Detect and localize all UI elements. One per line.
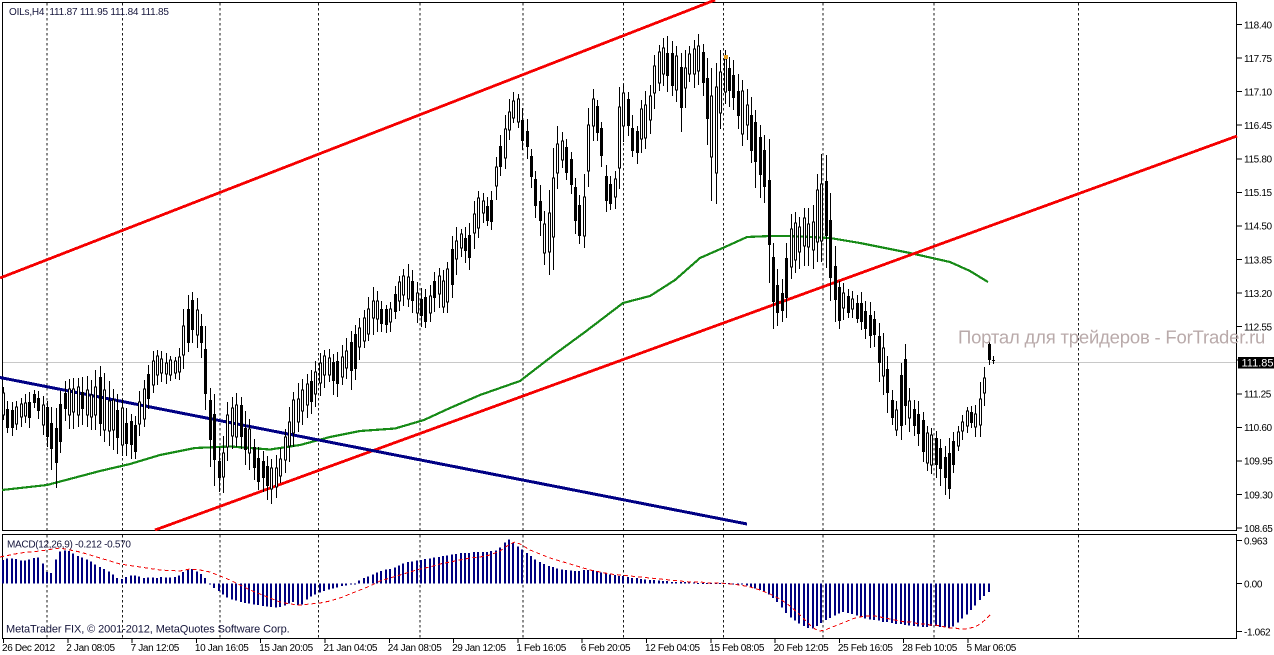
svg-text:MetaTrader FIX, © 2001-2012, M: MetaTrader FIX, © 2001-2012, MetaQuotes … [6, 624, 290, 636]
svg-text:113.20: 113.20 [1244, 289, 1273, 300]
svg-text:7 Jan 12:05: 7 Jan 12:05 [131, 643, 180, 654]
svg-text:Портал для трейдеров - ForTrad: Портал для трейдеров - ForTrader.ru [958, 327, 1265, 348]
svg-text:2 Jan 08:05: 2 Jan 08:05 [66, 643, 115, 654]
svg-text:6 Feb 20:05: 6 Feb 20:05 [581, 643, 631, 654]
svg-text:25 Feb 16:05: 25 Feb 16:05 [838, 643, 894, 654]
svg-text:109.95: 109.95 [1244, 457, 1273, 468]
svg-text:21 Jan 04:05: 21 Jan 04:05 [324, 643, 378, 654]
svg-text:109.30: 109.30 [1244, 490, 1273, 501]
svg-text:0.963: 0.963 [1244, 536, 1268, 547]
svg-text:117.10: 117.10 [1244, 87, 1273, 98]
svg-text:OILs,H4 111.87 111.95 111.84: OILs,H4 111.87 111.95 111.84 111.85 [9, 7, 169, 18]
svg-text:111.85: 111.85 [1242, 358, 1274, 370]
svg-text:114.50: 114.50 [1244, 222, 1273, 233]
svg-text:-1.062: -1.062 [1244, 627, 1271, 638]
svg-text:117.75: 117.75 [1244, 54, 1273, 65]
svg-text:118.40: 118.40 [1244, 20, 1273, 31]
svg-text:12 Feb 04:05: 12 Feb 04:05 [645, 643, 701, 654]
svg-text:24 Jan 08:05: 24 Jan 08:05 [388, 643, 442, 654]
svg-text:111.25: 111.25 [1244, 390, 1272, 401]
svg-text:26 Dec 2012: 26 Dec 2012 [2, 643, 56, 654]
svg-text:1 Feb 16:05: 1 Feb 16:05 [516, 643, 566, 654]
svg-text:115.15: 115.15 [1244, 188, 1273, 199]
svg-text:10 Jan 16:05: 10 Jan 16:05 [195, 643, 249, 654]
svg-text:112.55: 112.55 [1244, 322, 1273, 333]
svg-text:0.00: 0.00 [1244, 579, 1263, 590]
svg-text:15 Feb 08:05: 15 Feb 08:05 [709, 643, 765, 654]
svg-text:110.60: 110.60 [1244, 423, 1273, 434]
svg-text:MACD(12,26,9) -0.212 -0.570: MACD(12,26,9) -0.212 -0.570 [7, 540, 131, 551]
svg-text:115.80: 115.80 [1244, 155, 1273, 166]
svg-text:116.45: 116.45 [1244, 121, 1273, 132]
svg-text:20 Feb 12:05: 20 Feb 12:05 [774, 643, 830, 654]
svg-text:15 Jan 20:05: 15 Jan 20:05 [259, 643, 313, 654]
svg-text:5 Mar 06:05: 5 Mar 06:05 [967, 643, 1017, 654]
svg-text:108.65: 108.65 [1244, 524, 1273, 535]
svg-text:113.85: 113.85 [1244, 255, 1273, 266]
svg-text:29 Jan 12:05: 29 Jan 12:05 [452, 643, 506, 654]
svg-text:28 Feb 10:05: 28 Feb 10:05 [902, 643, 958, 654]
